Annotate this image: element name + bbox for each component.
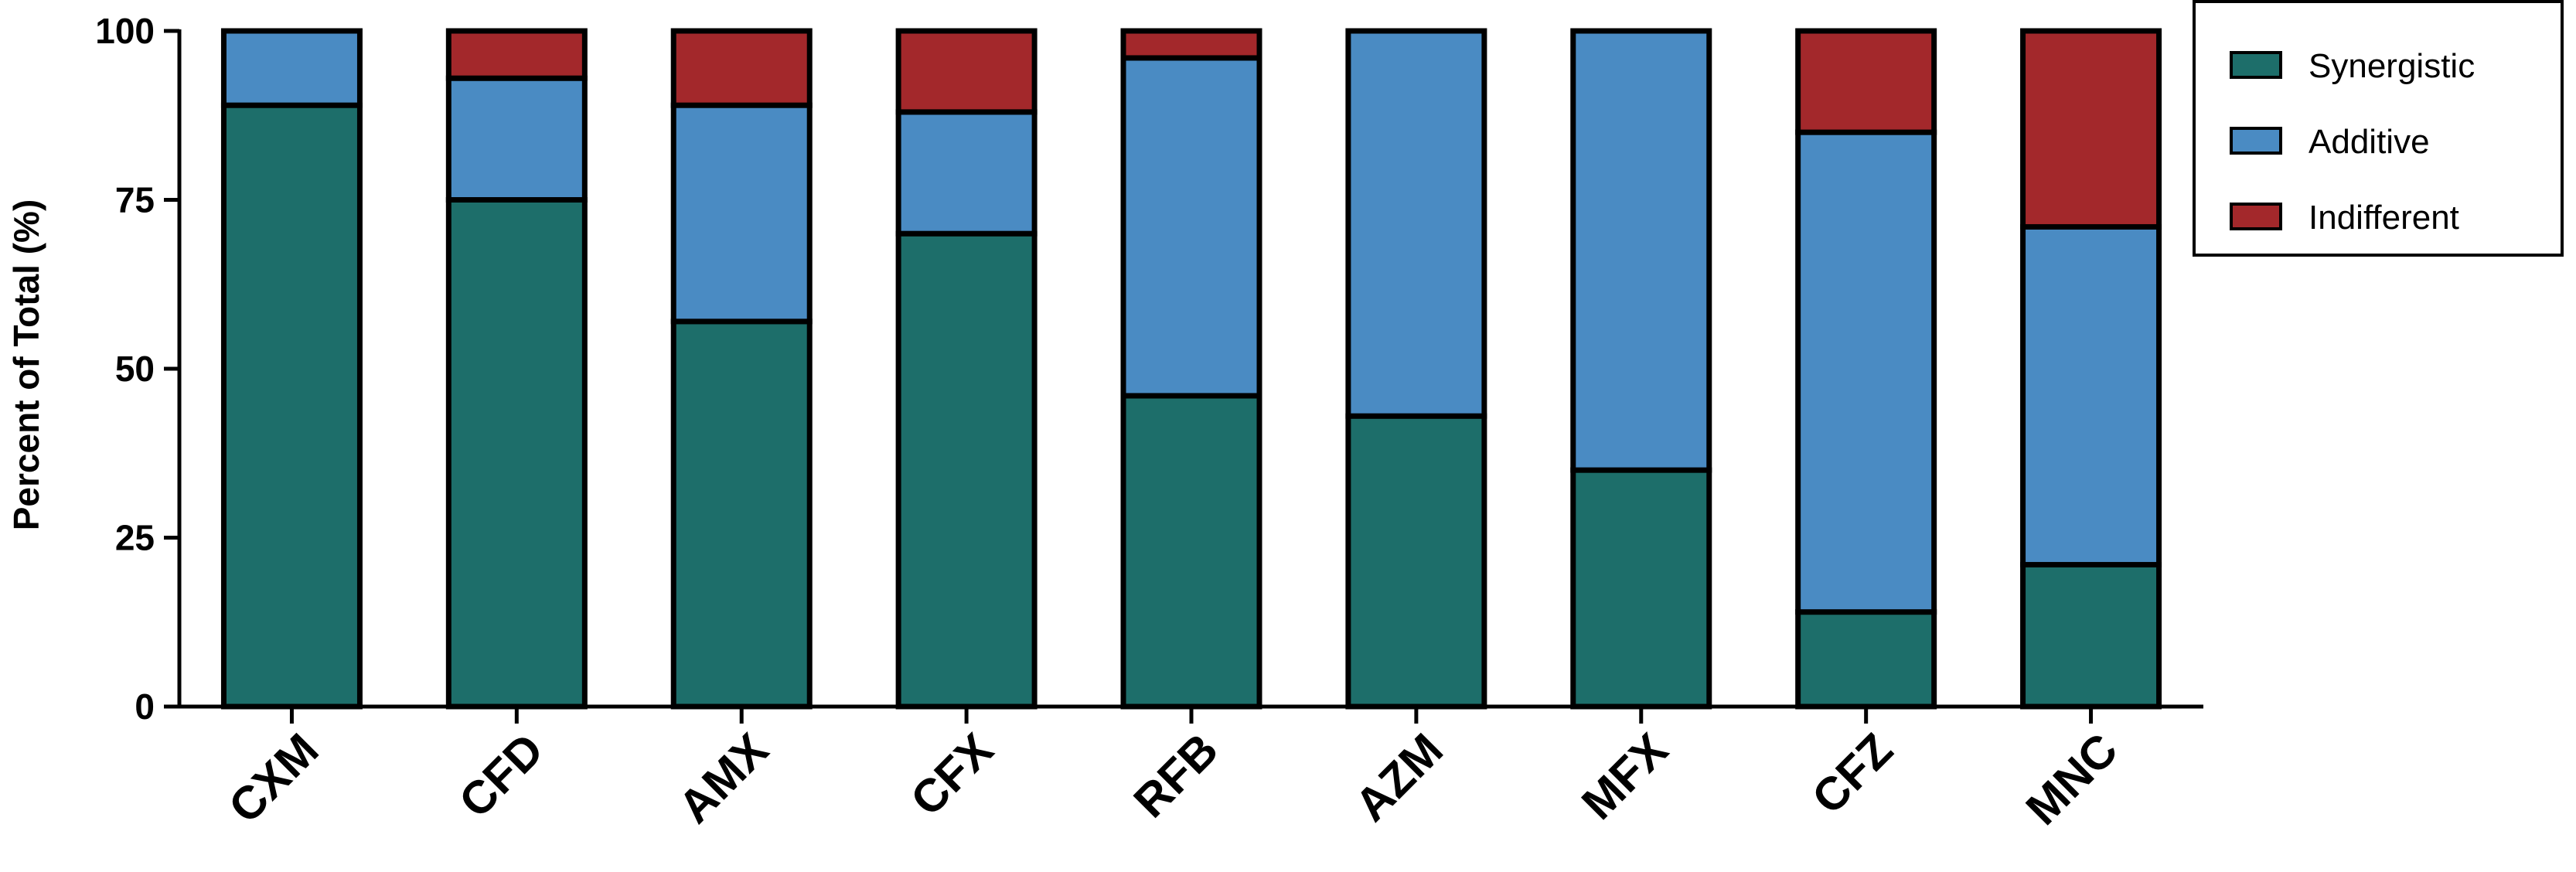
x-tick-label: CFZ — [1802, 724, 1903, 824]
bar-cfx-additive — [895, 109, 1038, 237]
bar-cxm-synergistic — [220, 102, 363, 710]
bar-cfz-additive — [1795, 129, 1937, 615]
bar-cfd-synergistic — [445, 197, 588, 710]
bar-cfz-indifferent — [1795, 28, 1937, 135]
y-tick-label: 50 — [115, 349, 155, 389]
bar-group-mfx — [1570, 28, 1712, 710]
bar-cxm-additive — [220, 28, 363, 108]
bar-cfd-additive — [445, 75, 588, 203]
y-tick-label: 0 — [135, 686, 155, 727]
bar-cfx-synergistic — [895, 230, 1038, 710]
bar-cfx-indifferent — [895, 28, 1038, 115]
bar-group-rfb — [1120, 28, 1262, 710]
bar-amx-synergistic — [670, 318, 813, 710]
y-axis-title: Percent of Total (%) — [6, 199, 46, 531]
bar-azm-additive — [1345, 28, 1487, 419]
bars-layer — [220, 28, 2162, 710]
x-tick-label: CFD — [449, 724, 554, 828]
x-tick-label: AMX — [669, 724, 779, 833]
bar-mnc-indifferent — [2020, 28, 2162, 230]
bar-azm-synergistic — [1345, 413, 1487, 710]
bar-group-cfd — [445, 28, 588, 710]
bar-rfb-synergistic — [1120, 393, 1262, 710]
bar-cfd-indifferent — [445, 28, 588, 81]
legend: Synergistic Additive Indifferent — [2193, 0, 2564, 257]
x-tick-label: AZM — [1345, 724, 1453, 831]
legend-swatch-additive — [2230, 127, 2282, 155]
bar-group-azm — [1345, 28, 1487, 710]
bar-rfb-indifferent — [1120, 28, 1262, 61]
bar-group-cfz — [1795, 28, 1937, 710]
bar-amx-additive — [670, 102, 813, 325]
bar-group-cxm — [220, 28, 363, 710]
bar-mnc-additive — [2020, 223, 2162, 567]
bar-rfb-additive — [1120, 55, 1262, 399]
bar-mfx-additive — [1570, 28, 1712, 473]
y-ticks: 0 25 50 75 100 — [95, 11, 179, 727]
bar-mfx-synergistic — [1570, 467, 1712, 710]
bar-group-cfx — [895, 28, 1038, 710]
bar-cfz-synergistic — [1795, 609, 1937, 710]
y-tick-label: 75 — [115, 180, 155, 220]
bar-mnc-synergistic — [2020, 561, 2162, 710]
x-tick-label: MFX — [1572, 724, 1678, 829]
legend-label-indifferent: Indifferent — [2309, 199, 2459, 237]
x-tick-label: CXM — [219, 724, 329, 833]
y-tick-label: 100 — [95, 11, 155, 51]
x-tick-label: MNC — [2016, 724, 2128, 835]
x-tick-label: RFB — [1124, 724, 1228, 828]
y-tick-label: 25 — [115, 518, 155, 558]
bar-amx-indifferent — [670, 28, 813, 108]
legend-swatch-indifferent — [2230, 203, 2282, 230]
legend-label-additive: Additive — [2309, 123, 2430, 161]
legend-swatch-synergistic — [2230, 51, 2282, 79]
bar-group-mnc — [2020, 28, 2162, 710]
x-ticks: CXM CFD AMX CFX RFB AZM MFX CFZ MNC — [219, 707, 2128, 835]
bar-group-amx — [670, 28, 813, 710]
legend-label-synergistic: Synergistic — [2309, 47, 2475, 85]
x-tick-label: CFX — [901, 724, 1003, 826]
